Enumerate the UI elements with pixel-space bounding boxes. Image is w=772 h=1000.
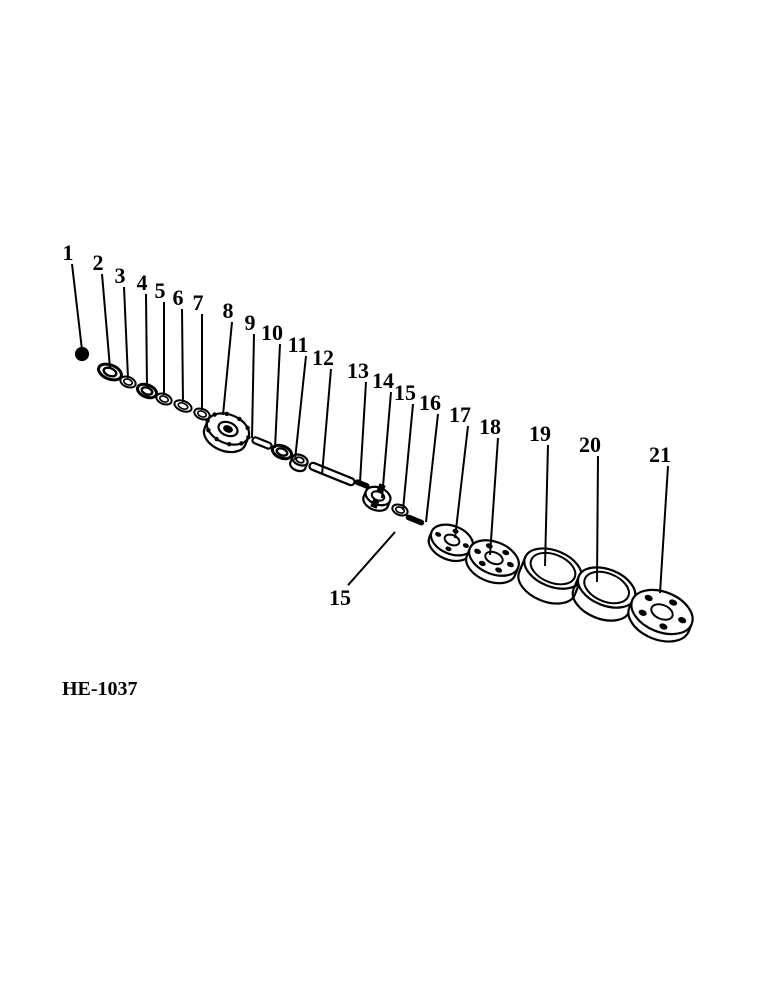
- callout-leader: [426, 414, 438, 522]
- part: [512, 541, 587, 612]
- callout-label: 20: [579, 432, 601, 457]
- callout-leader: [72, 264, 82, 350]
- callout-label: 15: [394, 380, 416, 405]
- callout-label: 3: [115, 263, 126, 288]
- callout-label: 8: [223, 298, 234, 323]
- part: [270, 443, 293, 462]
- part: [355, 480, 369, 489]
- callout-label: 12: [312, 345, 334, 370]
- callout-label: 18: [479, 414, 501, 439]
- callout-label: 10: [261, 320, 283, 345]
- callout-label: 2: [93, 250, 104, 275]
- callout-label: 5: [155, 278, 166, 303]
- callout-label: 6: [173, 285, 184, 310]
- callout-leader: [490, 438, 498, 555]
- callout-leader: [146, 294, 147, 387]
- callout-label: 15: [329, 585, 351, 610]
- callout-label: 7: [193, 290, 204, 315]
- callout-label: 13: [347, 358, 369, 383]
- callout-leader: [660, 466, 668, 593]
- callout-leader: [275, 344, 280, 448]
- callout-leader: [295, 356, 306, 460]
- callout-label: 1: [63, 240, 74, 265]
- callout-label: 9: [245, 310, 256, 335]
- callout-leader: [322, 369, 331, 475]
- callout-leader: [182, 309, 183, 402]
- document-id: HE-1037: [62, 678, 138, 700]
- callout-label: 16: [419, 390, 441, 415]
- callout-label: 21: [649, 442, 671, 467]
- callout-label: 14: [372, 368, 394, 393]
- callout-leader: [223, 322, 232, 415]
- callout-leader: [455, 426, 468, 538]
- callout-label: 17: [449, 402, 471, 427]
- callout-leader: [348, 532, 395, 585]
- callout-label: 19: [529, 421, 551, 446]
- callout-leader: [252, 334, 254, 438]
- callout-label: 4: [137, 270, 148, 295]
- part: [252, 436, 273, 449]
- callout-leader: [597, 456, 598, 582]
- callout-label: 11: [288, 332, 309, 357]
- callout-leader: [382, 392, 391, 498]
- callout-leader: [403, 404, 413, 510]
- callout-leader: [102, 274, 110, 368]
- exploded-diagram: 12345678910111213141516171819202115HE-10…: [0, 0, 772, 1000]
- part: [308, 462, 355, 486]
- callout-leader: [360, 382, 366, 482]
- part: [406, 515, 424, 525]
- callout-leader: [124, 287, 128, 378]
